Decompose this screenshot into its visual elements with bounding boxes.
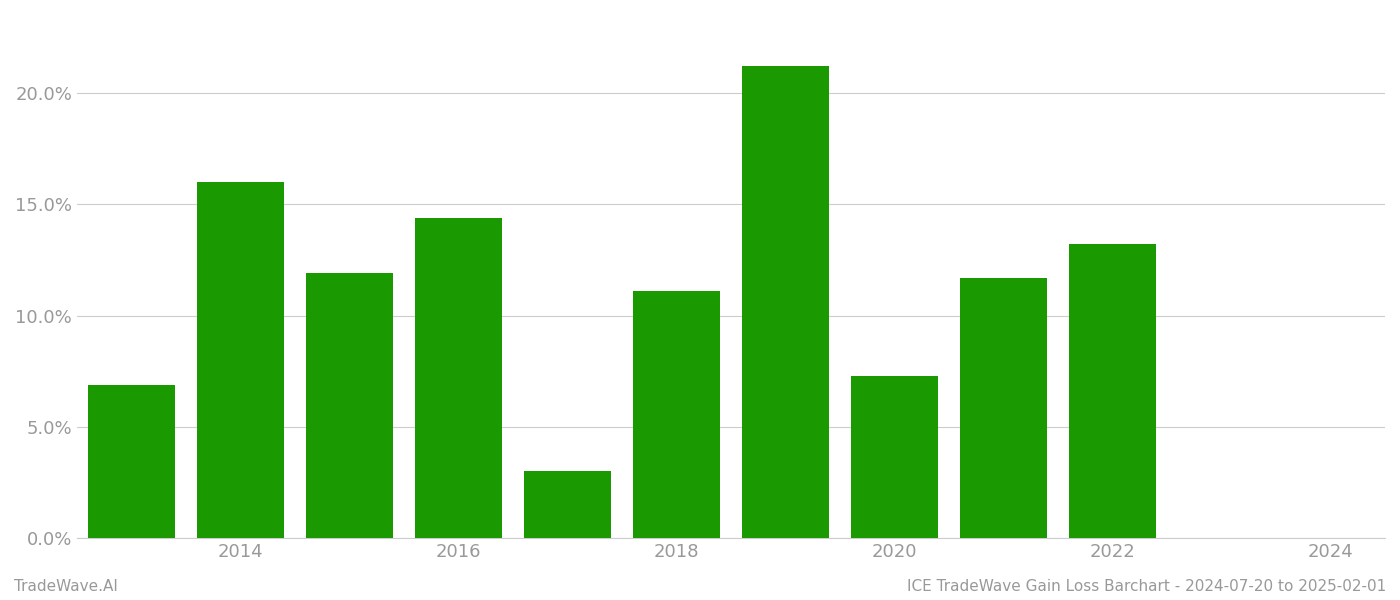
- Bar: [305, 273, 393, 538]
- Text: ICE TradeWave Gain Loss Barchart - 2024-07-20 to 2025-02-01: ICE TradeWave Gain Loss Barchart - 2024-…: [907, 579, 1386, 594]
- Bar: [1068, 244, 1156, 538]
- Bar: [524, 472, 610, 538]
- Bar: [851, 376, 938, 538]
- Text: TradeWave.AI: TradeWave.AI: [14, 579, 118, 594]
- Bar: [88, 385, 175, 538]
- Bar: [414, 218, 503, 538]
- Bar: [742, 66, 829, 538]
- Bar: [197, 182, 284, 538]
- Bar: [633, 291, 720, 538]
- Bar: [960, 278, 1047, 538]
